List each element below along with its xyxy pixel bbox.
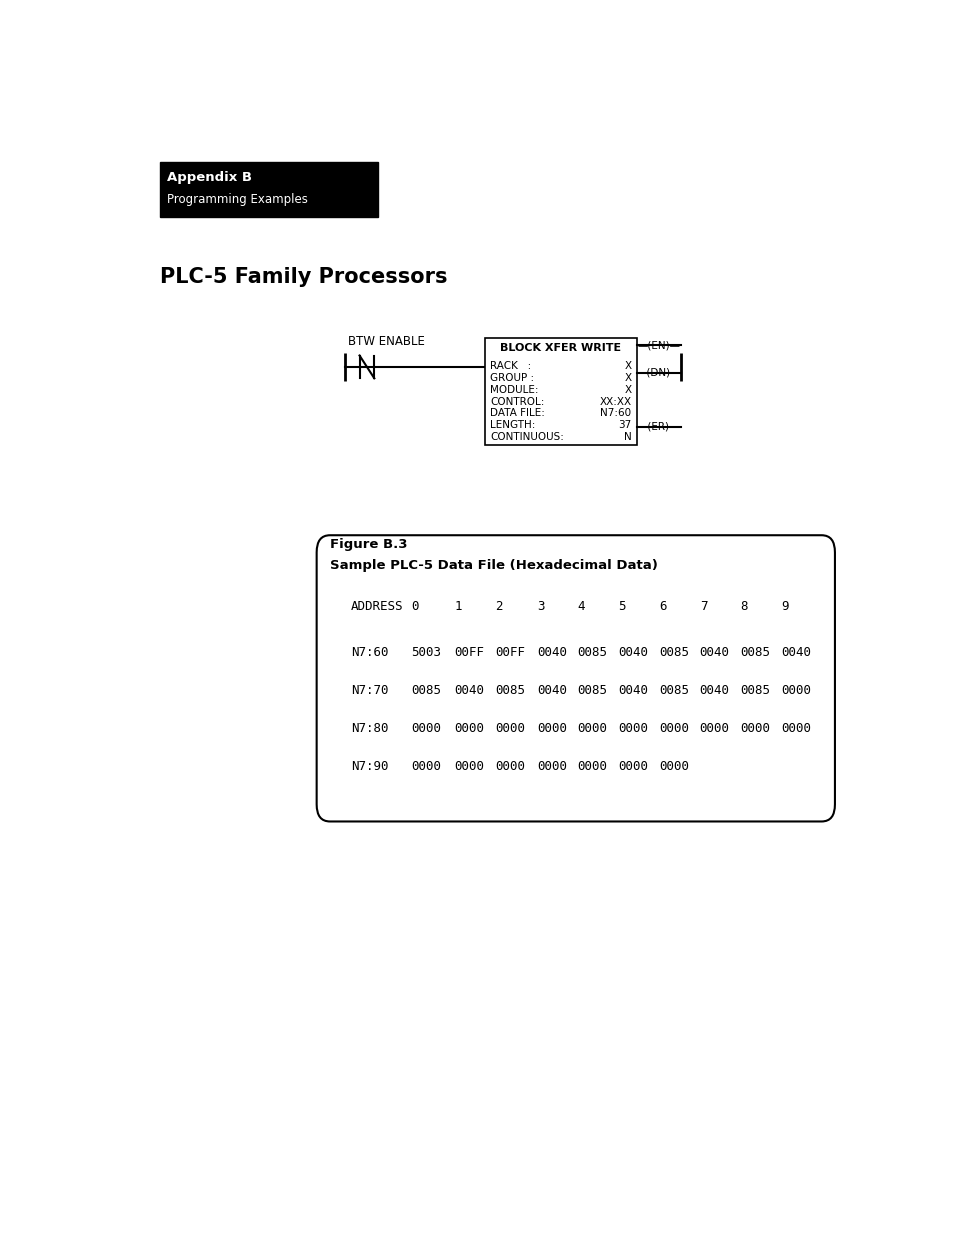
Text: X: X — [624, 385, 631, 395]
Text: 0000: 0000 — [495, 760, 525, 773]
Bar — [160, 162, 377, 216]
Text: 0085: 0085 — [659, 646, 688, 658]
Text: 0040: 0040 — [454, 684, 484, 697]
FancyBboxPatch shape — [316, 535, 834, 821]
Text: Figure B.3: Figure B.3 — [330, 538, 407, 551]
Text: ADDRESS: ADDRESS — [351, 600, 403, 613]
Text: 9: 9 — [781, 600, 787, 613]
Text: 37: 37 — [618, 420, 631, 430]
Text: 0000: 0000 — [577, 721, 607, 735]
Text: 6: 6 — [659, 600, 666, 613]
Text: 8: 8 — [740, 600, 747, 613]
Text: 2: 2 — [495, 600, 502, 613]
Text: 0085: 0085 — [411, 684, 441, 697]
Text: —(ER)—: —(ER)— — [638, 422, 679, 432]
Text: 0040: 0040 — [699, 646, 729, 658]
Text: 0000: 0000 — [781, 684, 810, 697]
Text: 7: 7 — [699, 600, 706, 613]
Text: 0000: 0000 — [411, 760, 441, 773]
Text: 0: 0 — [411, 600, 418, 613]
Text: GROUP :: GROUP : — [490, 373, 534, 383]
Text: 0085: 0085 — [740, 646, 769, 658]
Text: 0085: 0085 — [577, 646, 607, 658]
Text: N7:60: N7:60 — [599, 409, 631, 419]
Text: 0000: 0000 — [659, 721, 688, 735]
Text: 0000: 0000 — [454, 721, 484, 735]
Text: 0000: 0000 — [781, 721, 810, 735]
Text: 0040: 0040 — [618, 684, 648, 697]
Text: LENGTH:: LENGTH: — [490, 420, 536, 430]
Text: 0040: 0040 — [537, 684, 566, 697]
Text: Programming Examples: Programming Examples — [167, 193, 308, 206]
Text: 5003: 5003 — [411, 646, 441, 658]
Text: 0000: 0000 — [537, 760, 566, 773]
Text: X: X — [624, 361, 631, 372]
Text: 0085: 0085 — [495, 684, 525, 697]
Text: 0040: 0040 — [537, 646, 566, 658]
Text: N7:70: N7:70 — [351, 684, 388, 697]
Text: 1: 1 — [454, 600, 461, 613]
Text: —(DN)—: —(DN)— — [636, 368, 680, 378]
Text: Sample PLC-5 Data File (Hexadecimal Data): Sample PLC-5 Data File (Hexadecimal Data… — [330, 559, 658, 572]
Text: 4: 4 — [577, 600, 584, 613]
Text: —(EN)—: —(EN)— — [637, 340, 679, 350]
Text: MODULE:: MODULE: — [490, 385, 538, 395]
Text: 0085: 0085 — [740, 684, 769, 697]
Text: CONTINUOUS:: CONTINUOUS: — [490, 432, 563, 442]
Text: CONTROL:: CONTROL: — [490, 396, 544, 406]
Text: 3: 3 — [537, 600, 544, 613]
Text: 0000: 0000 — [577, 760, 607, 773]
Text: 0000: 0000 — [618, 760, 648, 773]
Text: X: X — [624, 373, 631, 383]
Text: 0000: 0000 — [618, 721, 648, 735]
Text: 0000: 0000 — [454, 760, 484, 773]
Text: N7:60: N7:60 — [351, 646, 388, 658]
Text: XX:XX: XX:XX — [598, 396, 631, 406]
Text: 0000: 0000 — [699, 721, 729, 735]
Bar — [485, 338, 636, 445]
Text: 0000: 0000 — [495, 721, 525, 735]
Text: BTW ENABLE: BTW ENABLE — [348, 335, 425, 348]
Text: 0040: 0040 — [699, 684, 729, 697]
Text: 00FF: 00FF — [495, 646, 525, 658]
Text: 0085: 0085 — [577, 684, 607, 697]
Text: 5: 5 — [618, 600, 625, 613]
Text: 00FF: 00FF — [454, 646, 484, 658]
Text: N7:90: N7:90 — [351, 760, 388, 773]
Text: N7:80: N7:80 — [351, 721, 388, 735]
Text: 0000: 0000 — [659, 760, 688, 773]
Text: RACK   :: RACK : — [490, 361, 531, 372]
Text: Appendix B: Appendix B — [167, 170, 252, 184]
Text: N: N — [623, 432, 631, 442]
Text: PLC-5 Family Processors: PLC-5 Family Processors — [160, 267, 447, 287]
Text: 0000: 0000 — [537, 721, 566, 735]
Text: DATA FILE:: DATA FILE: — [490, 409, 545, 419]
Text: 0085: 0085 — [659, 684, 688, 697]
Text: 0000: 0000 — [411, 721, 441, 735]
Text: 0040: 0040 — [618, 646, 648, 658]
Text: 0000: 0000 — [740, 721, 769, 735]
Text: BLOCK XFER WRITE: BLOCK XFER WRITE — [500, 343, 621, 353]
Text: 0040: 0040 — [781, 646, 810, 658]
